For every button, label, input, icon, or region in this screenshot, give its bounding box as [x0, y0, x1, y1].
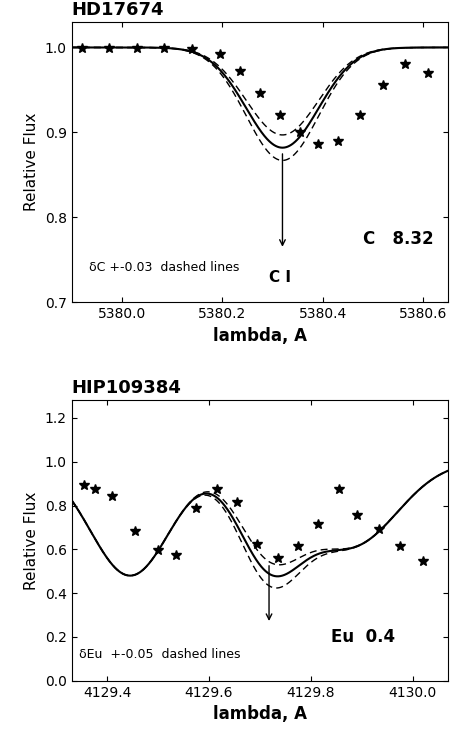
- Text: HD17674: HD17674: [72, 1, 164, 19]
- Y-axis label: Relative Flux: Relative Flux: [24, 491, 39, 590]
- Y-axis label: Relative Flux: Relative Flux: [24, 113, 39, 212]
- X-axis label: lambda, A: lambda, A: [213, 705, 307, 723]
- X-axis label: lambda, A: lambda, A: [213, 326, 307, 345]
- Text: C I: C I: [269, 270, 291, 285]
- Text: C   8.32: C 8.32: [363, 230, 433, 247]
- Text: δC +-0.03  dashed lines: δC +-0.03 dashed lines: [89, 261, 240, 274]
- Text: Eu  0.4: Eu 0.4: [331, 628, 395, 646]
- Text: δEu  +-0.05  dashed lines: δEu +-0.05 dashed lines: [79, 648, 241, 661]
- Text: HIP109384: HIP109384: [72, 379, 182, 397]
